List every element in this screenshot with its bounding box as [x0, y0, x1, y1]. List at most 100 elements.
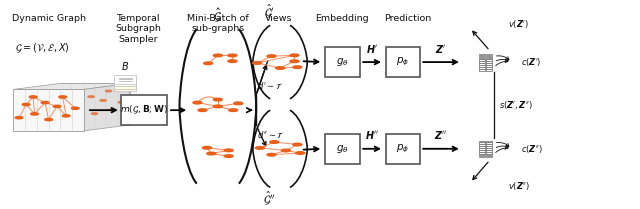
Text: $d''\sim\mathcal{T}$: $d''\sim\mathcal{T}$ — [257, 129, 285, 140]
Circle shape — [41, 102, 49, 104]
FancyBboxPatch shape — [387, 134, 420, 164]
Polygon shape — [84, 83, 130, 131]
Text: $v(\boldsymbol{Z}'')$: $v(\boldsymbol{Z}'')$ — [508, 181, 531, 192]
Circle shape — [29, 96, 37, 98]
Bar — [486, 60, 492, 61]
Bar — [479, 61, 485, 63]
Circle shape — [62, 111, 68, 113]
Circle shape — [224, 155, 233, 157]
FancyBboxPatch shape — [115, 83, 136, 92]
FancyBboxPatch shape — [324, 134, 360, 164]
Bar — [486, 148, 492, 150]
Circle shape — [76, 90, 83, 92]
Text: $m(\mathcal{G},\mathbf{B};\mathbf{W})$: $m(\mathcal{G},\mathbf{B};\mathbf{W})$ — [120, 104, 168, 116]
Bar — [486, 146, 492, 148]
Text: $g_\theta$: $g_\theta$ — [336, 56, 349, 68]
Circle shape — [228, 60, 237, 62]
Circle shape — [296, 152, 305, 154]
FancyBboxPatch shape — [115, 77, 136, 86]
Bar — [479, 69, 485, 71]
Circle shape — [109, 109, 115, 111]
Circle shape — [53, 105, 61, 107]
Circle shape — [45, 119, 52, 121]
Circle shape — [228, 54, 237, 57]
Bar — [486, 65, 492, 67]
Bar — [486, 152, 492, 153]
Text: Dynamic Graph: Dynamic Graph — [12, 14, 86, 23]
Circle shape — [59, 96, 67, 98]
Bar — [479, 146, 485, 148]
Text: $d'\sim\mathcal{T}$: $d'\sim\mathcal{T}$ — [257, 80, 284, 91]
Bar — [486, 154, 492, 155]
Text: $\hat{\mathcal{G}}''$: $\hat{\mathcal{G}}''$ — [262, 189, 275, 207]
Circle shape — [255, 147, 264, 149]
Circle shape — [213, 54, 222, 57]
Bar — [479, 142, 485, 144]
Text: $s(\boldsymbol{Z}',\boldsymbol{Z}'')$: $s(\boldsymbol{Z}',\boldsymbol{Z}'')$ — [499, 99, 533, 111]
Circle shape — [106, 90, 112, 92]
Circle shape — [202, 147, 211, 149]
Circle shape — [213, 105, 222, 108]
Circle shape — [22, 103, 30, 106]
Circle shape — [118, 101, 124, 103]
Circle shape — [293, 143, 302, 146]
Polygon shape — [60, 83, 130, 125]
Circle shape — [15, 117, 23, 119]
FancyBboxPatch shape — [324, 47, 360, 77]
Circle shape — [207, 152, 216, 155]
Bar — [479, 67, 485, 69]
Bar — [479, 54, 485, 56]
Bar — [479, 58, 485, 59]
Circle shape — [62, 115, 70, 117]
Circle shape — [100, 99, 106, 101]
Text: Temporal
Subgraph
Sampler: Temporal Subgraph Sampler — [115, 14, 161, 44]
Text: $v(\boldsymbol{Z}')$: $v(\boldsymbol{Z}')$ — [508, 18, 529, 30]
Bar — [479, 140, 485, 142]
Text: Views: Views — [265, 14, 292, 23]
Bar — [486, 56, 492, 57]
Circle shape — [290, 60, 299, 62]
Bar — [486, 63, 492, 65]
Text: Mini-Batch of
sub-graphs: Mini-Batch of sub-graphs — [187, 14, 249, 33]
Circle shape — [228, 109, 237, 111]
Circle shape — [92, 113, 98, 115]
Bar — [486, 144, 492, 146]
Bar — [479, 152, 485, 153]
Text: $p_\phi$: $p_\phi$ — [396, 56, 410, 68]
Bar — [479, 144, 485, 146]
Text: $\hat{\mathcal{G}}'$: $\hat{\mathcal{G}}'$ — [264, 2, 274, 20]
Circle shape — [267, 153, 276, 156]
Circle shape — [267, 55, 276, 57]
Circle shape — [88, 96, 94, 98]
Text: Embedding: Embedding — [316, 14, 369, 23]
Text: $c(\boldsymbol{Z}')$: $c(\boldsymbol{Z}')$ — [521, 56, 541, 68]
Circle shape — [290, 54, 299, 57]
Text: $B$: $B$ — [121, 60, 129, 73]
Text: $\mathcal{G}=(\mathcal{V},\mathcal{E},X)$: $\mathcal{G}=(\mathcal{V},\mathcal{E},X)… — [15, 41, 70, 55]
Bar — [479, 60, 485, 61]
Text: $g_\theta$: $g_\theta$ — [336, 143, 349, 155]
Bar — [486, 156, 492, 157]
Bar — [486, 69, 492, 71]
Bar — [479, 150, 485, 152]
Polygon shape — [13, 83, 130, 89]
Circle shape — [282, 149, 291, 152]
FancyBboxPatch shape — [387, 47, 420, 77]
Circle shape — [198, 109, 207, 111]
Bar — [486, 140, 492, 142]
Circle shape — [72, 107, 79, 109]
FancyBboxPatch shape — [115, 80, 136, 89]
Circle shape — [276, 67, 285, 69]
Text: $c(\boldsymbol{Z}'')$: $c(\boldsymbol{Z}'')$ — [521, 143, 543, 155]
Text: $p_\phi$: $p_\phi$ — [396, 143, 410, 155]
Text: $\boldsymbol{Z}'$: $\boldsymbol{Z}'$ — [435, 43, 447, 55]
Text: $\hat{\mathcal{G}}$: $\hat{\mathcal{G}}$ — [213, 7, 222, 25]
FancyBboxPatch shape — [115, 75, 136, 84]
Text: $\boldsymbol{H}'$: $\boldsymbol{H}'$ — [366, 43, 378, 55]
Text: $\boldsymbol{Z}''$: $\boldsymbol{Z}''$ — [435, 129, 447, 141]
Circle shape — [253, 62, 262, 64]
Bar — [486, 150, 492, 152]
Bar — [479, 156, 485, 157]
Bar — [486, 61, 492, 63]
Bar — [479, 63, 485, 65]
